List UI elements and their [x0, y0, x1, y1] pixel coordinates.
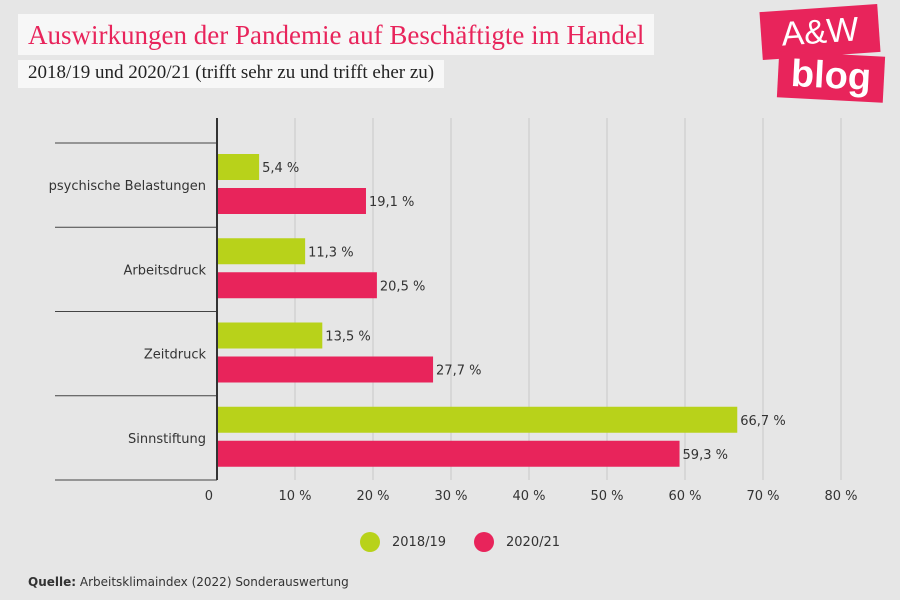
category-label: Zeitdruck [144, 348, 207, 363]
source-label: Quelle: [28, 575, 77, 589]
data-label: 5,4 % [262, 161, 299, 176]
data-label: 27,7 % [436, 364, 481, 379]
source-note: Quelle: Arbeitsklimaindex (2022) Sondera… [28, 575, 349, 589]
legend-swatch-series1 [360, 532, 380, 552]
bar-series2 [218, 440, 680, 467]
x-tick-label: 20 % [356, 489, 389, 504]
data-label: 59,3 % [683, 448, 728, 463]
x-tick-label: 60 % [668, 489, 701, 504]
data-label: 19,1 % [369, 195, 414, 210]
bar-series1 [218, 322, 323, 349]
source-text: Arbeitsklimaindex (2022) Sonderauswertun… [76, 575, 349, 589]
x-tick-label: 40 % [512, 489, 545, 504]
chart-title: Auswirkungen der Pandemie auf Beschäftig… [28, 20, 645, 50]
data-label: 20,5 % [380, 279, 425, 294]
legend-item-series2: 2020/21 [474, 532, 560, 552]
subtitle-box: 2018/19 und 2020/21 (trifft sehr zu und … [18, 60, 445, 88]
bar-series1 [218, 238, 306, 265]
x-tick-label: 80 % [824, 489, 857, 504]
legend-label-series2: 2020/21 [506, 534, 561, 550]
bar-series2 [218, 188, 366, 214]
x-tick-label: 50 % [590, 489, 623, 504]
bar-series2 [218, 272, 377, 299]
legend-swatch-series2 [474, 532, 495, 552]
x-tick-label: 70 % [746, 489, 779, 504]
legend: 2018/19 2020/21 [360, 532, 588, 552]
chart-subtitle: 2018/19 und 2020/21 (trifft sehr zu und … [28, 62, 435, 83]
data-label: 11,3 % [308, 245, 353, 260]
data-label: 13,5 % [325, 330, 370, 345]
data-label: 66,7 % [740, 414, 785, 429]
legend-item-series1: 2018/19 [360, 532, 446, 552]
bar-series2 [218, 356, 434, 383]
bar-series1 [218, 406, 738, 433]
title-box: Auswirkungen der Pandemie auf Beschäftig… [18, 14, 655, 55]
x-tick-label: 10 % [278, 489, 311, 504]
x-tick-label: 30 % [434, 489, 467, 504]
category-label: Arbeitsdruck [124, 263, 207, 278]
bar-series1 [218, 154, 260, 180]
x-tick-label: 0 [205, 489, 213, 504]
category-label: psychische Belastungen [49, 179, 206, 194]
category-label: Sinnstiftung [128, 432, 206, 447]
legend-label-series1: 2018/19 [392, 534, 447, 550]
